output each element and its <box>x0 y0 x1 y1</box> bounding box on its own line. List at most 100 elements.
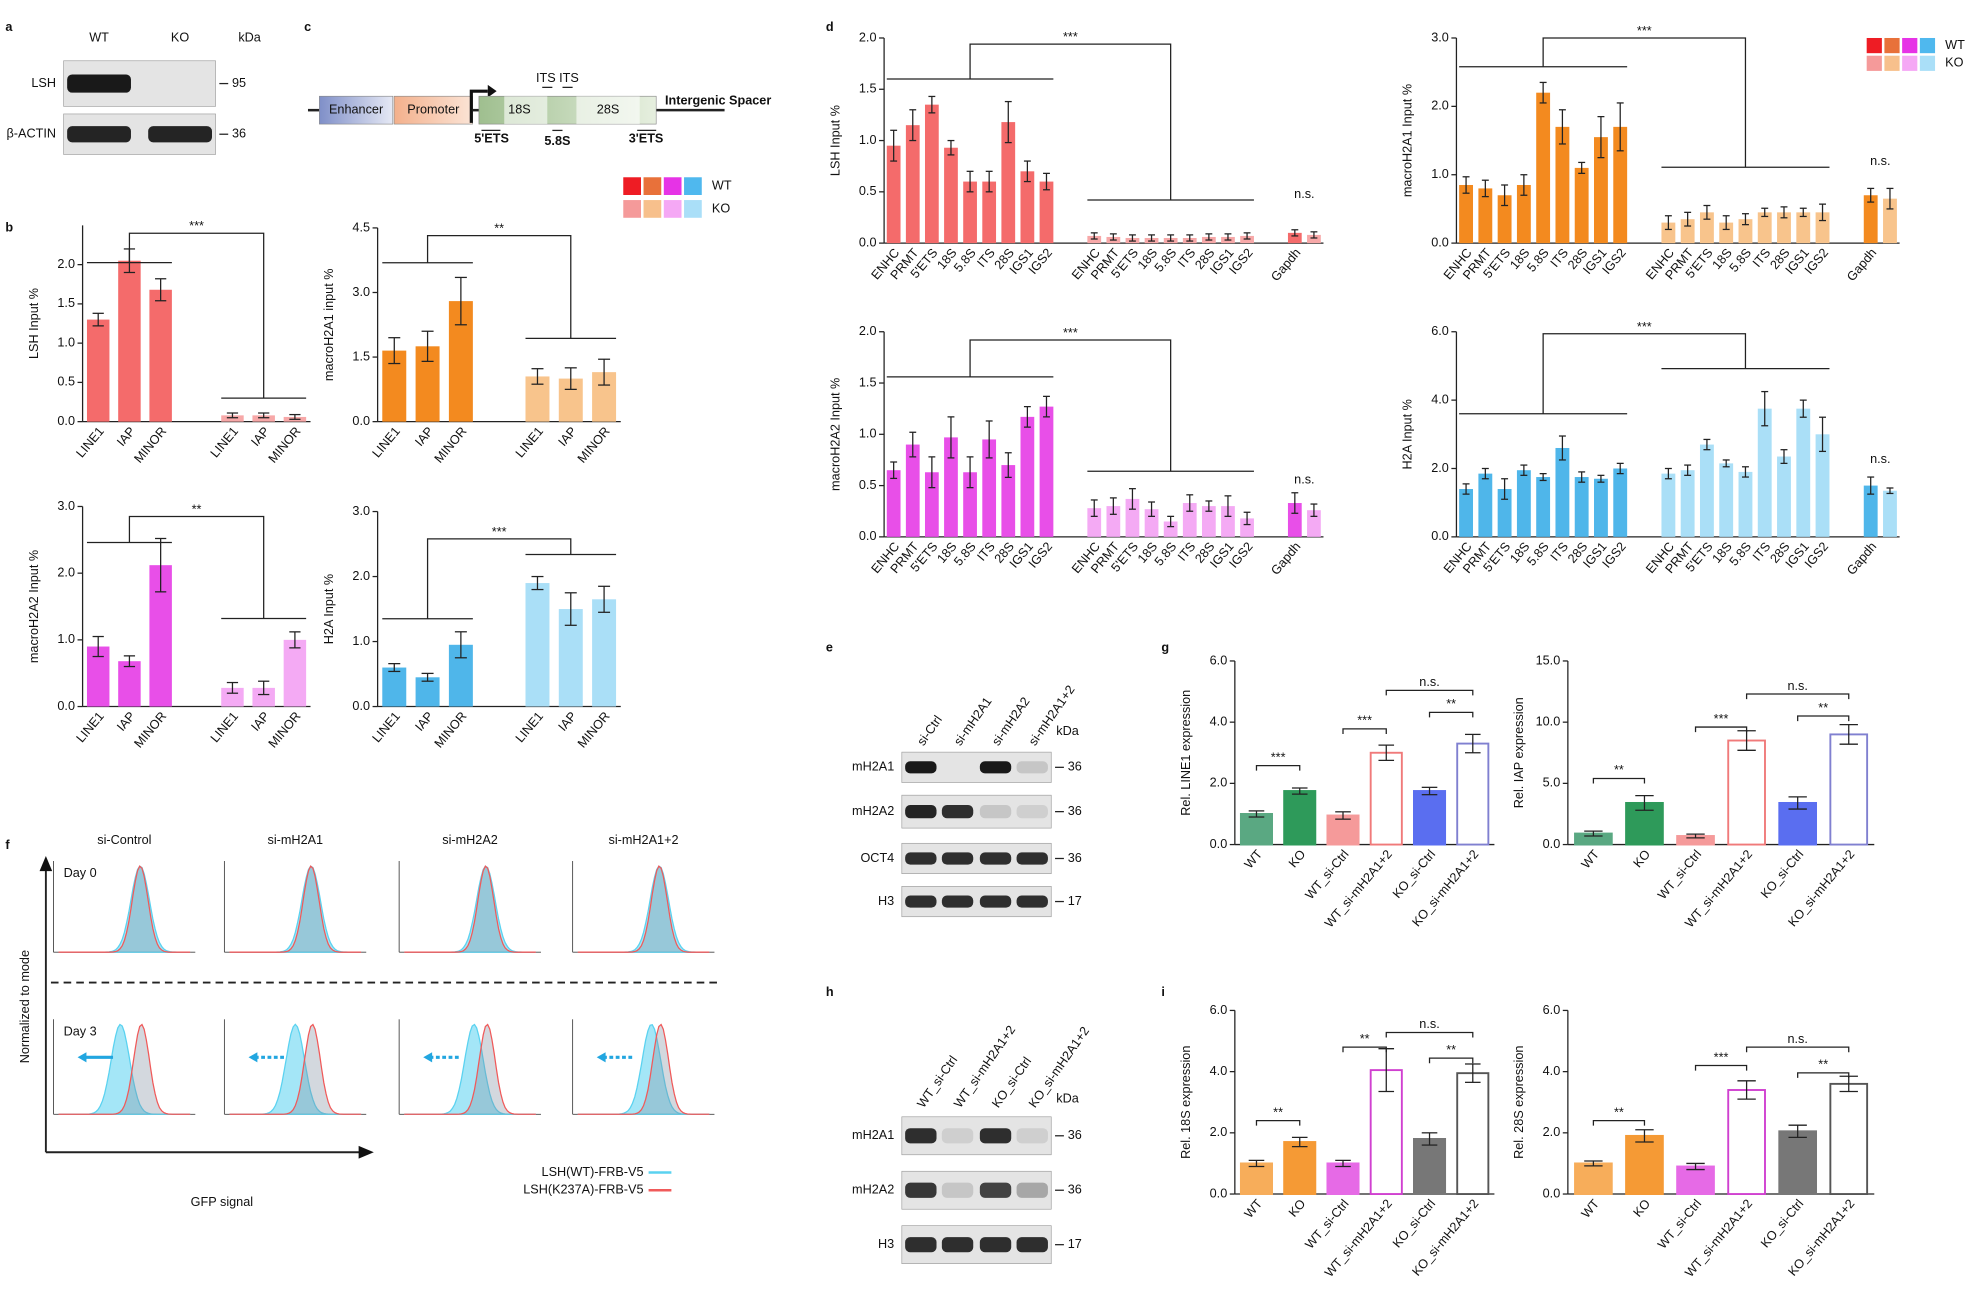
bar <box>1326 814 1360 846</box>
marker-label: 17 <box>1068 894 1082 908</box>
legend-swatch <box>643 177 662 195</box>
row-label: H3 <box>878 894 894 908</box>
y-tick-label: 2.0 <box>1210 1125 1228 1139</box>
y-tick-label: 0.5 <box>859 184 877 198</box>
bar <box>1221 506 1235 537</box>
significance-bracket <box>1255 764 1301 771</box>
y-tick-label: 0.0 <box>1431 235 1449 249</box>
x-tick-label: WT <box>1242 1197 1266 1221</box>
y-tick-label: 15.0 <box>1536 653 1561 667</box>
x-tick-label: KO_si-Ctrl <box>1758 1197 1806 1251</box>
panel-letter: e <box>826 641 833 655</box>
legend-swatch <box>1902 37 1918 54</box>
legend-swatch <box>1919 37 1936 54</box>
bar <box>1201 506 1216 537</box>
bar <box>905 125 920 244</box>
blot-band <box>941 852 974 865</box>
bar <box>982 181 997 244</box>
x-tick-label: MINOR <box>575 424 613 465</box>
bar <box>886 145 901 244</box>
bar <box>1239 1162 1274 1195</box>
bar <box>1719 463 1734 537</box>
bar <box>118 260 141 422</box>
histogram-mut <box>404 865 536 953</box>
row-label: LSH <box>31 76 56 90</box>
y-tick-label: 4.0 <box>1210 1064 1228 1078</box>
legend-swatch <box>623 200 641 218</box>
bar <box>1778 1130 1818 1195</box>
blot-band <box>905 1182 937 1198</box>
day-label: Day 0 <box>64 866 97 880</box>
legend-swatch <box>684 177 702 195</box>
bar <box>1456 1072 1490 1195</box>
row-label: mH2A2 <box>852 804 894 818</box>
y-tick-label: 0.5 <box>859 478 877 492</box>
bar <box>1863 195 1878 244</box>
bar <box>1699 212 1714 244</box>
blot-band <box>1016 1237 1048 1253</box>
enhancer-box <box>319 95 394 125</box>
x-tick-label: Gapdh <box>1268 246 1303 284</box>
bar <box>1613 126 1628 244</box>
legend-swatch <box>1919 55 1936 71</box>
blot-band <box>905 1128 937 1144</box>
bar <box>1680 219 1695 244</box>
x-tick-label: LINE1 <box>208 424 241 460</box>
y-tick-label: 1.0 <box>352 634 370 648</box>
blot-band <box>941 805 974 819</box>
bar <box>149 289 172 422</box>
y-tick-label: 2.0 <box>859 30 877 44</box>
y-tick-label: 0.0 <box>1543 837 1561 851</box>
significance-bracket <box>1694 1064 1748 1071</box>
y-axis-label: H2A Input % <box>1401 399 1415 469</box>
shift-arrowhead <box>423 1052 433 1063</box>
significance-label: *** <box>1637 24 1652 38</box>
significance-label: ** <box>192 502 202 516</box>
bar <box>448 644 473 707</box>
bar <box>1020 416 1035 537</box>
bar <box>1574 167 1589 244</box>
x-tick-label: IAP <box>412 709 436 734</box>
y-tick-label: 2.0 <box>1431 99 1449 113</box>
histogram-wt <box>577 1024 710 1115</box>
blot-band <box>979 761 1012 774</box>
bar <box>1574 477 1589 537</box>
blot-band <box>979 852 1012 865</box>
significance-label: *** <box>189 219 204 233</box>
significance-label: n.s. <box>1294 472 1314 486</box>
shift-arrowhead <box>77 1052 87 1063</box>
blot-band <box>67 74 131 93</box>
y-axis-label: macroH2A2 Input % <box>27 550 41 663</box>
flow-column-title: si-mH2A2 <box>442 833 498 847</box>
panel-letter: c <box>304 20 311 34</box>
significance-bracket <box>1745 1046 1850 1053</box>
bar <box>86 319 110 422</box>
legend-swatch <box>1866 55 1882 71</box>
flow-legend-label: LSH(K237A)-FRB-V5 <box>523 1183 643 1197</box>
y-tick-label: 0.0 <box>352 414 370 428</box>
blot-band <box>941 1128 974 1144</box>
bar <box>1283 790 1317 846</box>
bar <box>1613 468 1628 537</box>
blot-band <box>1016 895 1048 908</box>
bar <box>1478 188 1493 244</box>
blot-band <box>1016 805 1048 819</box>
bar <box>1039 406 1054 537</box>
bar <box>1574 1162 1613 1195</box>
legend-label: KO <box>712 201 730 215</box>
marker-label: 36 <box>1068 1183 1082 1197</box>
y-tick-label: 0.0 <box>352 699 370 713</box>
bar <box>1796 408 1811 537</box>
significance-label: *** <box>1271 750 1286 764</box>
bar <box>1719 222 1734 244</box>
bar <box>1727 1089 1766 1195</box>
x-tick-label: IAP <box>114 709 138 734</box>
x-tick-label: KO <box>1631 847 1654 870</box>
bar <box>1516 184 1531 244</box>
bar <box>1815 212 1830 244</box>
significance-label: ** <box>1446 1043 1456 1057</box>
marker-label: 36 <box>1068 760 1082 774</box>
significance-bracket <box>1342 728 1387 734</box>
bar <box>1727 739 1766 846</box>
bar <box>382 667 407 707</box>
